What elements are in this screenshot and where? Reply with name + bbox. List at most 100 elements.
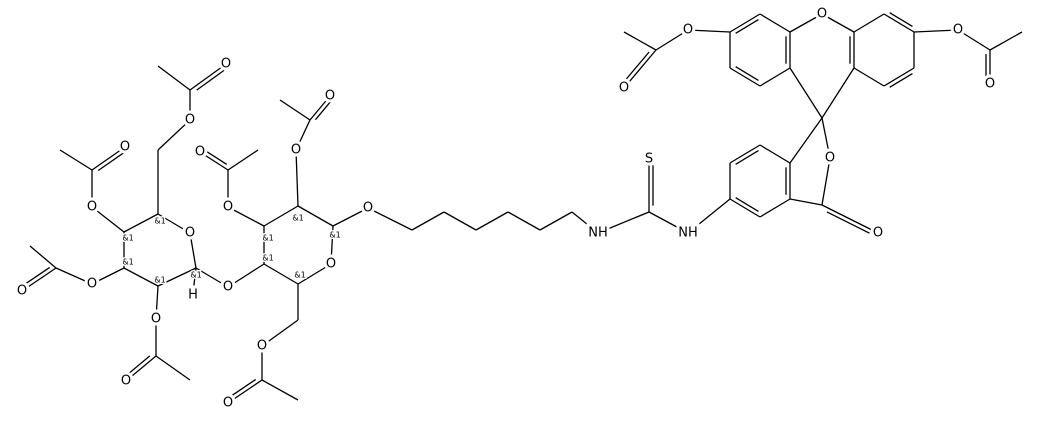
bond (883, 67, 915, 87)
atom-label: O (257, 339, 267, 354)
bond (735, 19, 759, 34)
stereo-label: &1 (190, 271, 201, 280)
bond (279, 99, 311, 121)
bond (623, 49, 657, 89)
bond (157, 213, 191, 234)
bond (571, 211, 599, 234)
bond (789, 117, 823, 164)
bond (687, 29, 731, 33)
bond (411, 211, 445, 231)
atom-label: O (87, 277, 97, 292)
bond (957, 29, 991, 51)
bond (826, 211, 870, 234)
atom-label: H (188, 288, 198, 303)
stereo-label: &1 (329, 231, 340, 240)
bond (91, 146, 126, 171)
atom-label: O (195, 145, 205, 160)
stereo-label: &1 (262, 234, 273, 243)
atom-label: O (683, 23, 693, 38)
bond (123, 213, 159, 233)
bond (883, 13, 915, 33)
stereo-label: &1 (154, 276, 165, 285)
bond (157, 267, 197, 287)
atom-label: O (619, 81, 629, 96)
bond (199, 151, 229, 171)
bond (59, 149, 93, 171)
bond (507, 211, 541, 231)
bond (55, 267, 93, 285)
bond (729, 198, 761, 218)
bond (655, 29, 689, 51)
stereo-label: &1 (294, 271, 305, 280)
bond (261, 319, 299, 347)
bond (729, 144, 761, 164)
atom-label: O (223, 280, 233, 295)
bond (443, 211, 477, 231)
bond (309, 95, 331, 121)
atom-label: O (121, 374, 131, 389)
stereo-label: &1 (154, 217, 165, 226)
stereo-label: &1 (262, 254, 273, 263)
bond (155, 355, 191, 381)
atom-label: O (17, 284, 27, 299)
bond (821, 157, 831, 206)
atom-label: O (221, 57, 231, 72)
bond (91, 206, 125, 233)
atom-label: O (291, 143, 301, 158)
stereo-label: &1 (122, 258, 133, 267)
bond (623, 31, 657, 51)
bond (735, 150, 759, 165)
atom-label: NH (678, 226, 698, 241)
bond (729, 67, 761, 87)
bond (263, 263, 299, 285)
atom-label: O (985, 77, 995, 92)
bond (196, 69, 225, 91)
atom-label: O (953, 23, 963, 38)
bond (192, 267, 197, 294)
bond (989, 31, 1023, 51)
bond (913, 29, 959, 33)
bond (314, 101, 332, 121)
bond (597, 211, 650, 234)
atom-label: O (151, 312, 161, 327)
bond (29, 245, 57, 269)
bond (821, 204, 879, 234)
bond (229, 378, 257, 398)
bond (261, 379, 299, 401)
atom-label: O (873, 226, 883, 241)
atom-label: O (363, 201, 373, 216)
atom-label: O (185, 113, 195, 128)
bond (23, 266, 51, 286)
atom-label: O (120, 140, 130, 155)
bond (189, 63, 227, 91)
bond (205, 150, 228, 166)
bond (157, 65, 191, 91)
bond (789, 67, 823, 119)
bond (97, 152, 124, 172)
bond (297, 205, 334, 227)
bond (123, 267, 159, 287)
bond (332, 207, 369, 227)
atom-label: O (87, 200, 97, 215)
bond (735, 66, 759, 81)
bond (155, 285, 159, 320)
bond (624, 51, 650, 82)
atom-label: O (326, 257, 336, 272)
bond (227, 206, 265, 227)
bond (821, 67, 855, 119)
bond (475, 211, 509, 231)
atom-label: O (825, 151, 835, 166)
bond (126, 355, 151, 376)
bond (263, 205, 299, 227)
bond (125, 355, 157, 382)
atom-label: O (325, 89, 335, 104)
bond (189, 232, 197, 269)
bond (853, 13, 885, 33)
bond (297, 263, 332, 285)
stereo-label: &1 (122, 234, 133, 243)
bond (789, 198, 823, 206)
bond (735, 197, 759, 212)
bond (539, 211, 573, 231)
atom-label: O (817, 7, 827, 22)
bond (295, 119, 311, 151)
